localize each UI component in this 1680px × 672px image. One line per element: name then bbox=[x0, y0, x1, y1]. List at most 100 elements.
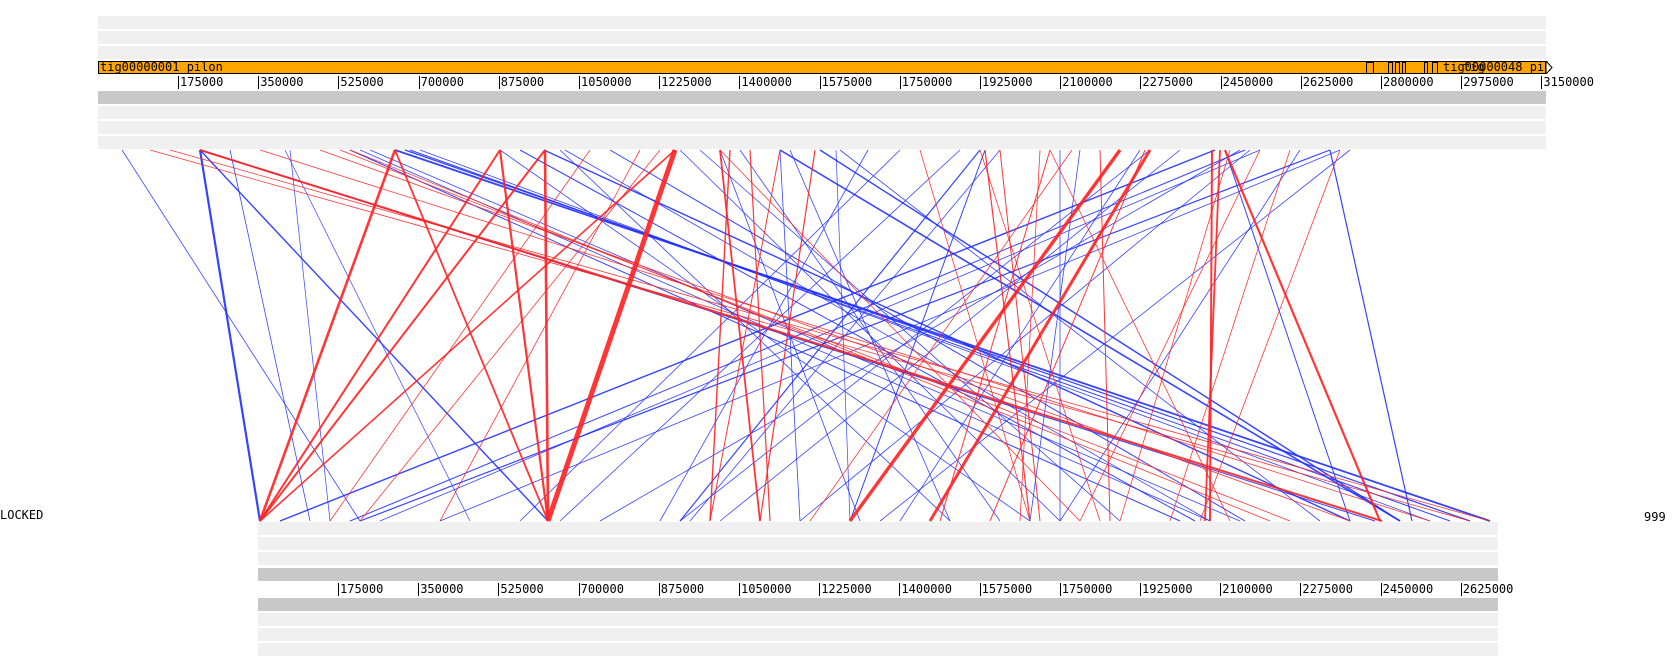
alignment-link bbox=[359, 149, 1211, 522]
top-tick-label: 1400000 bbox=[739, 75, 792, 89]
alignment-link bbox=[259, 149, 1431, 522]
top-tick-label: 875000 bbox=[498, 75, 545, 89]
top-tick-label: 1575000 bbox=[819, 75, 873, 89]
top-lane-2 bbox=[98, 31, 1546, 44]
bottom-lane-grey-2 bbox=[258, 598, 1498, 611]
top-lane-4 bbox=[98, 106, 1546, 119]
alignment-link bbox=[799, 149, 1251, 522]
small-contig-marker[interactable] bbox=[1366, 62, 1374, 74]
alignment-link bbox=[339, 149, 1291, 522]
bottom-tick-label: 875000 bbox=[658, 582, 705, 596]
bottom-tick-label: 1750000 bbox=[1059, 582, 1113, 596]
bottom-tick-label: 1050000 bbox=[739, 582, 792, 596]
small-contig-marker[interactable] bbox=[1424, 62, 1428, 74]
alignment-link bbox=[369, 149, 1241, 522]
top-tick-label: 350000 bbox=[258, 75, 304, 89]
alignment-link bbox=[419, 149, 1431, 522]
alignment-link bbox=[984, 149, 1031, 522]
alignment-link bbox=[169, 149, 1491, 522]
bottom-tick-label: 1225000 bbox=[819, 582, 872, 596]
alignment-link bbox=[719, 149, 761, 522]
alignment-link bbox=[609, 149, 1246, 522]
alignment-link bbox=[1329, 149, 1413, 522]
alignment-link bbox=[1199, 149, 1341, 522]
alignment-link bbox=[848, 148, 1122, 523]
top-tick-label: 525000 bbox=[338, 75, 384, 89]
alignment-link bbox=[819, 149, 1401, 522]
alignment-link bbox=[989, 149, 1146, 522]
top-tick-label: 1750000 bbox=[899, 75, 953, 89]
alignment-link bbox=[779, 149, 1401, 522]
locked-status: LOCKED bbox=[0, 508, 44, 522]
small-contig-marker[interactable] bbox=[1402, 62, 1406, 74]
alignment-link bbox=[519, 149, 901, 522]
top-lane-grey bbox=[98, 91, 1546, 104]
alignment-link bbox=[409, 149, 1451, 522]
alignment-link bbox=[543, 149, 1351, 522]
top-lane-1 bbox=[98, 16, 1546, 29]
alignment-link bbox=[1079, 149, 1261, 522]
alignment-link bbox=[709, 149, 781, 522]
bottom-tick-label: 2625000 bbox=[1460, 582, 1514, 596]
alignment-link bbox=[1059, 149, 1301, 522]
bottom-lane-6 bbox=[258, 643, 1498, 656]
alignment-link bbox=[749, 149, 771, 522]
top-tick-label: 2625000 bbox=[1300, 75, 1354, 89]
alignment-link bbox=[699, 149, 1121, 522]
bottom-tick-label: 175000 bbox=[338, 582, 384, 596]
alignment-link bbox=[349, 149, 1246, 522]
alignment-link bbox=[1204, 149, 1221, 522]
bottom-lane-1 bbox=[258, 522, 1498, 535]
alignment-link bbox=[259, 149, 546, 522]
top-lane-6 bbox=[98, 136, 1546, 149]
alignment-link bbox=[379, 149, 1261, 522]
alignment-link bbox=[599, 149, 1241, 522]
alignment-link bbox=[394, 149, 549, 522]
alignment-link bbox=[559, 149, 951, 522]
top-tick-label: 2800000 bbox=[1381, 75, 1434, 89]
bottom-lane-3 bbox=[258, 552, 1498, 565]
top-contig-small-label: tig bbox=[1463, 60, 1485, 74]
alignment-link bbox=[719, 149, 1081, 522]
alignment-link bbox=[739, 149, 1001, 522]
bottom-tick-label: 2275000 bbox=[1300, 582, 1353, 596]
top-lane-5 bbox=[98, 121, 1546, 134]
small-contig-marker[interactable] bbox=[1395, 62, 1400, 74]
alignment-link bbox=[121, 149, 361, 522]
small-contig-marker[interactable] bbox=[1388, 62, 1393, 74]
bottom-tick-label: 2100000 bbox=[1220, 582, 1273, 596]
small-contig-marker[interactable] bbox=[1432, 62, 1438, 74]
alignment-link bbox=[439, 149, 641, 522]
alignment-link bbox=[709, 149, 731, 522]
alignment-link bbox=[1224, 149, 1351, 522]
count-readout: 999 bbox=[1644, 510, 1666, 524]
top-tick-label: 1225000 bbox=[659, 75, 712, 89]
bottom-lane-4 bbox=[258, 613, 1498, 626]
top-contig-2-label: tig00000048 pil bbox=[1443, 60, 1552, 74]
top-tick-label: 175000 bbox=[178, 75, 224, 89]
alignment-link bbox=[839, 149, 1321, 522]
bottom-lane-5 bbox=[258, 628, 1498, 641]
alignment-link bbox=[835, 149, 851, 522]
top-contig-main[interactable]: tig00000001 pilon tig tig00000048 pil bbox=[98, 60, 1551, 74]
alignment-link bbox=[1119, 149, 1231, 522]
bottom-lane-2 bbox=[258, 537, 1498, 550]
top-tick-label: 3150000 bbox=[1541, 75, 1594, 89]
alignment-link bbox=[319, 149, 1351, 522]
alignment-link bbox=[199, 149, 1383, 522]
alignment-link bbox=[279, 149, 1216, 522]
alignment-link bbox=[809, 149, 1073, 522]
alignment-link bbox=[1223, 149, 1382, 522]
top-lane-3 bbox=[98, 46, 1546, 59]
alignment-link bbox=[329, 149, 591, 522]
alignment-link bbox=[939, 149, 1051, 522]
alignment-link bbox=[498, 149, 550, 522]
top-tick-label: 700000 bbox=[418, 75, 464, 89]
alignment-link bbox=[1049, 149, 1231, 522]
contig-end-arrow-icon bbox=[1546, 61, 1553, 74]
alignment-link bbox=[979, 149, 1101, 522]
alignment-link bbox=[999, 149, 1041, 522]
bottom-tick-label: 2450000 bbox=[1380, 582, 1434, 596]
alignment-link bbox=[1099, 149, 1111, 522]
